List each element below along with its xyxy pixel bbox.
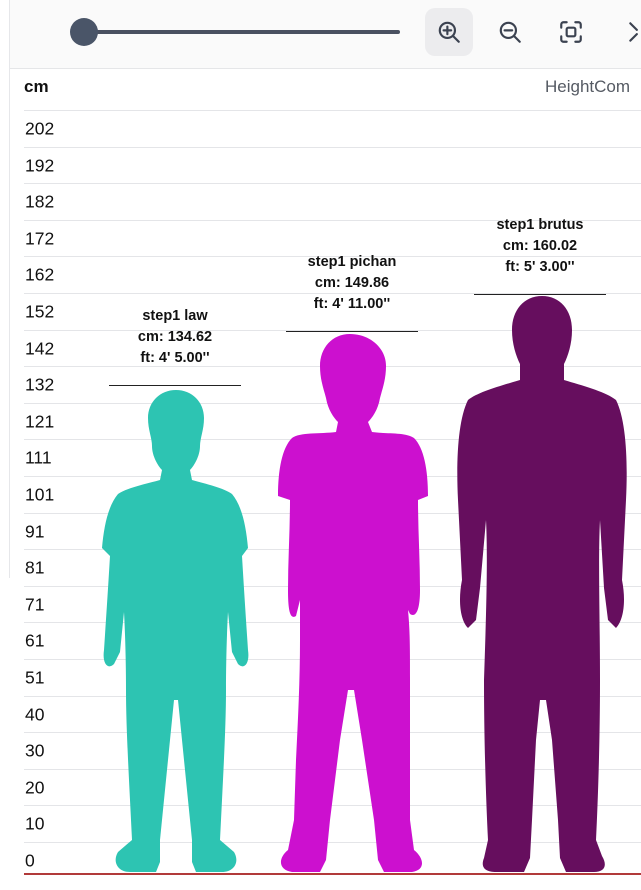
tick-label: 121 bbox=[25, 411, 55, 432]
height-line bbox=[474, 294, 606, 295]
tick-label: 101 bbox=[25, 484, 55, 505]
zoom-in-icon bbox=[438, 21, 460, 43]
person-name: step1 brutus bbox=[496, 217, 584, 233]
tick-label: 172 bbox=[25, 228, 55, 249]
person-label: step1 brutus cm: 160.02 ft: 5' 3.00'' bbox=[455, 215, 625, 278]
tick-label: 61 bbox=[25, 630, 45, 651]
person-cm: cm: 149.86 bbox=[314, 275, 390, 291]
grid-line bbox=[24, 842, 641, 843]
expand-icon bbox=[629, 22, 638, 42]
tick-label: 142 bbox=[25, 337, 55, 358]
tick-label: 0 bbox=[25, 850, 35, 871]
fit-screen-button[interactable] bbox=[547, 8, 595, 56]
grid-line bbox=[24, 147, 641, 148]
grid-line bbox=[24, 805, 641, 806]
tick-label: 202 bbox=[25, 118, 55, 139]
height-line bbox=[109, 385, 241, 386]
grid-line bbox=[24, 293, 641, 294]
person-label: step1 law cm: 134.62 ft: 4' 5.00'' bbox=[90, 306, 260, 369]
chart-title: HeightCom bbox=[545, 77, 631, 96]
grid-line bbox=[24, 220, 641, 221]
zoom-in-button[interactable] bbox=[425, 8, 473, 56]
tick-label: 30 bbox=[25, 740, 45, 761]
tick-label: 91 bbox=[25, 520, 45, 541]
unit-label: cm bbox=[24, 77, 49, 96]
tick-label: 51 bbox=[25, 667, 45, 688]
left-panel-edge bbox=[0, 0, 10, 578]
tick-label: 192 bbox=[25, 154, 55, 175]
tick-label: 81 bbox=[25, 557, 45, 578]
zoom-out-icon bbox=[499, 21, 521, 43]
person-law-silhouette[interactable] bbox=[102, 390, 249, 872]
person-label: step1 pichan cm: 149.86 ft: 4' 11.00'' bbox=[267, 252, 437, 315]
tick-label: 162 bbox=[25, 264, 55, 285]
tick-label: 40 bbox=[25, 703, 45, 724]
person-ft: ft: 4' 11.00'' bbox=[313, 296, 391, 312]
expand-button[interactable] bbox=[615, 8, 641, 56]
person-cm: cm: 160.02 bbox=[502, 238, 578, 254]
tick-label: 132 bbox=[25, 374, 55, 395]
person-name: step1 law bbox=[142, 308, 208, 324]
grid-line bbox=[24, 330, 641, 331]
zoom-out-button[interactable] bbox=[486, 8, 534, 56]
person-name: step1 pichan bbox=[307, 254, 397, 270]
tick-label: 10 bbox=[25, 813, 45, 834]
tick-label: 152 bbox=[25, 301, 55, 322]
person-ft: ft: 5' 3.00'' bbox=[505, 259, 575, 275]
tick-label: 71 bbox=[25, 594, 45, 615]
zoom-slider-track[interactable] bbox=[74, 30, 400, 34]
grid-line bbox=[24, 183, 641, 184]
toolbar bbox=[10, 0, 641, 69]
ground-baseline bbox=[24, 873, 641, 875]
tick-label: 182 bbox=[25, 191, 55, 212]
grid-line bbox=[24, 110, 641, 111]
height-line bbox=[286, 331, 418, 332]
grid-line bbox=[24, 256, 641, 257]
tick-label: 20 bbox=[25, 777, 45, 798]
person-pichan-silhouette[interactable] bbox=[278, 334, 428, 872]
tick-label: 111 bbox=[25, 447, 52, 468]
person-ft: ft: 4' 5.00'' bbox=[140, 350, 210, 366]
zoom-slider-thumb[interactable] bbox=[70, 18, 98, 46]
fit-screen-icon bbox=[560, 21, 582, 43]
person-cm: cm: 134.62 bbox=[137, 329, 213, 345]
person-brutus-silhouette[interactable] bbox=[457, 296, 627, 872]
